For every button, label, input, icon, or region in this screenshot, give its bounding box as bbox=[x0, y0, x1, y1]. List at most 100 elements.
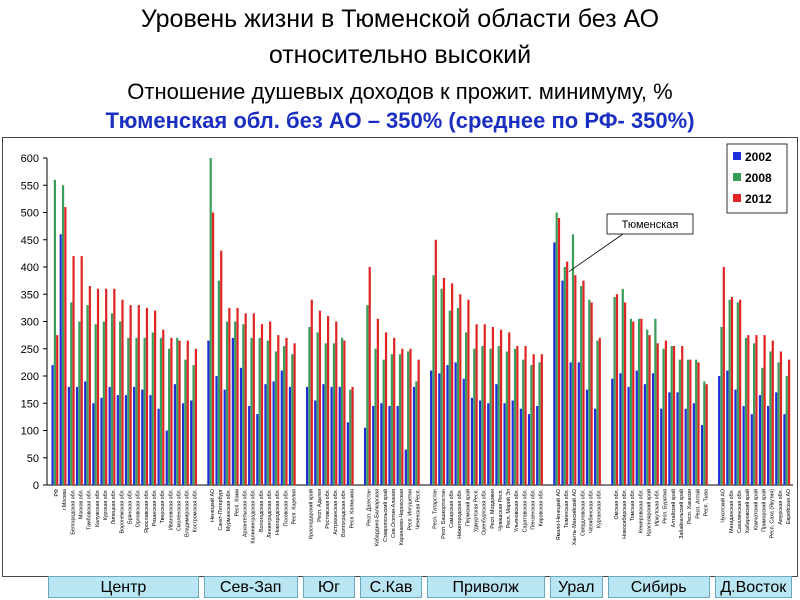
bar bbox=[491, 326, 495, 485]
bar bbox=[310, 299, 313, 485]
bar bbox=[758, 395, 762, 485]
bar bbox=[668, 392, 671, 485]
bar bbox=[129, 305, 132, 485]
category-label: Респ. Карелия bbox=[291, 489, 297, 525]
bar bbox=[475, 324, 478, 485]
bar bbox=[165, 430, 168, 485]
annotation-arrow bbox=[568, 233, 624, 272]
y-tick-label: 300 bbox=[21, 317, 39, 329]
bar bbox=[470, 397, 474, 485]
bar bbox=[736, 302, 739, 485]
bar bbox=[242, 324, 245, 485]
category-label: Смоленская обл. bbox=[176, 489, 182, 531]
category-label: Ханты-Мансийский АО bbox=[571, 489, 578, 545]
bar bbox=[338, 386, 341, 485]
bar bbox=[67, 386, 70, 485]
bar bbox=[750, 414, 753, 485]
bar bbox=[648, 335, 651, 485]
legend-swatch-2008 bbox=[733, 173, 741, 181]
category-label: Самарская обл. bbox=[449, 489, 455, 528]
category-label: Астраханская обл. bbox=[333, 489, 339, 535]
category-label: Липецкая обл. bbox=[111, 489, 117, 524]
bar bbox=[654, 318, 657, 485]
category-label: Карачаево-Черкесская bbox=[399, 489, 405, 545]
bar bbox=[100, 397, 103, 485]
bar bbox=[538, 362, 541, 485]
bar bbox=[84, 381, 87, 485]
bar bbox=[173, 384, 177, 485]
bar bbox=[646, 329, 649, 485]
bar bbox=[170, 337, 173, 485]
bar bbox=[88, 286, 91, 485]
page-title-line2: относительно высокий bbox=[268, 41, 532, 69]
category-label: Амурская обл. bbox=[778, 489, 784, 524]
bar bbox=[64, 207, 67, 486]
bar bbox=[133, 386, 136, 485]
bar bbox=[159, 337, 163, 485]
bar bbox=[110, 313, 114, 485]
bar bbox=[105, 288, 108, 485]
bar bbox=[651, 373, 655, 485]
bar bbox=[775, 392, 778, 485]
category-label: Калужская обл. bbox=[95, 489, 101, 527]
bar bbox=[555, 212, 558, 485]
category-label: Калининградская обл. bbox=[251, 489, 257, 543]
category-label: Респ. Ингушетия bbox=[407, 489, 413, 530]
bar bbox=[596, 340, 599, 485]
category-label: Ульяновская обл. bbox=[514, 489, 520, 532]
bar bbox=[629, 318, 633, 485]
annotation-text: Тюменская bbox=[622, 219, 679, 231]
bar bbox=[588, 299, 591, 485]
bar bbox=[404, 449, 407, 485]
bar bbox=[530, 365, 533, 485]
bar bbox=[340, 337, 344, 485]
bar bbox=[571, 234, 575, 485]
bar bbox=[324, 343, 327, 485]
bar bbox=[382, 359, 385, 485]
bar bbox=[640, 318, 643, 485]
category-label: Курская обл. bbox=[103, 489, 109, 520]
bar bbox=[613, 296, 616, 485]
y-tick-label: 250 bbox=[21, 344, 39, 356]
bar bbox=[244, 313, 247, 485]
bar bbox=[252, 313, 255, 485]
bar bbox=[495, 384, 498, 485]
bar bbox=[777, 362, 780, 485]
bar bbox=[223, 389, 226, 485]
bar bbox=[228, 307, 231, 485]
category-label: Пензенская обл. bbox=[531, 489, 537, 530]
bar bbox=[59, 234, 62, 485]
category-label: Чувашская Респ. bbox=[498, 489, 504, 531]
category-label: Свердловская обл. bbox=[580, 489, 586, 536]
category-label: Рязанская обл. bbox=[152, 489, 158, 526]
bar bbox=[277, 335, 280, 485]
category-label: Владимирская обл. bbox=[185, 489, 191, 537]
bar bbox=[726, 370, 729, 485]
bar bbox=[70, 302, 73, 485]
bar bbox=[734, 389, 737, 485]
y-tick-label: 500 bbox=[21, 208, 39, 220]
bar bbox=[343, 340, 346, 485]
bar bbox=[102, 321, 105, 485]
bar bbox=[511, 400, 514, 485]
bar bbox=[308, 326, 311, 485]
bar bbox=[178, 340, 181, 485]
y-tick-label: 400 bbox=[21, 262, 39, 274]
bar bbox=[747, 335, 750, 485]
bar bbox=[192, 365, 195, 485]
category-label: Нижегородская обл. bbox=[457, 489, 463, 539]
bar bbox=[670, 346, 673, 485]
category-label: Респ. Тыва bbox=[704, 489, 710, 516]
bar bbox=[739, 299, 742, 485]
bar bbox=[388, 405, 391, 485]
bar bbox=[225, 321, 229, 485]
bar bbox=[681, 346, 684, 485]
category-label: Курганская обл. bbox=[597, 489, 603, 528]
bar bbox=[231, 337, 234, 485]
category-label: Алтайский край bbox=[670, 489, 677, 527]
bar bbox=[285, 337, 288, 485]
category-label: Иркутская обл. bbox=[655, 489, 661, 526]
bar bbox=[207, 340, 210, 485]
bar bbox=[553, 242, 556, 485]
bar bbox=[393, 337, 396, 485]
